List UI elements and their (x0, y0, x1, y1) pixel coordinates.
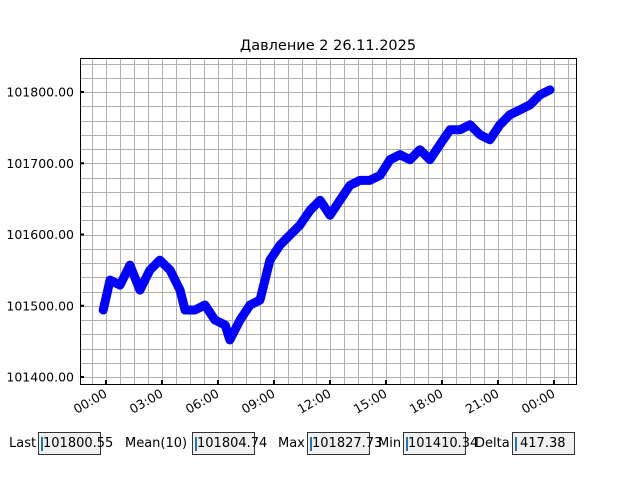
data-point (246, 301, 254, 309)
data-point (106, 276, 114, 284)
data-point (546, 86, 554, 94)
mean-value: 101804.74 (197, 436, 268, 451)
x-tick-label: 15:00 (351, 386, 390, 417)
x-tick-label: 18:00 (407, 386, 446, 417)
mean-label: Mean(10) (125, 436, 188, 451)
data-point (506, 111, 514, 119)
y-tick-label: 101600.00 (6, 227, 74, 242)
delta-field[interactable]: 417.38 (512, 432, 575, 455)
data-point (176, 286, 184, 294)
data-point (466, 121, 474, 129)
data-point (256, 296, 264, 304)
data-point (296, 221, 304, 229)
data-point (211, 316, 219, 324)
data-point (366, 176, 374, 184)
chart-title: Давление 2 26.11.2025 (240, 38, 416, 54)
text-cursor (310, 437, 312, 451)
data-point (496, 121, 504, 129)
min-label: Min (378, 436, 402, 451)
data-point (396, 151, 404, 159)
data-point (526, 101, 534, 109)
data-point (116, 281, 124, 289)
x-tick-label: 00:00 (519, 386, 558, 417)
data-point (276, 241, 284, 249)
data-point (181, 306, 189, 314)
max-label: Max (278, 436, 305, 451)
data-point (221, 321, 229, 329)
data-point (436, 141, 444, 149)
data-point (136, 286, 144, 294)
data-point (336, 196, 344, 204)
data-point (376, 171, 384, 179)
data-point (201, 301, 209, 309)
data-point (536, 91, 544, 99)
max-value: 101827.73 (312, 436, 383, 451)
last-label: Last (9, 436, 37, 451)
data-point (226, 336, 234, 344)
data-point (156, 256, 164, 264)
data-point (166, 266, 174, 274)
y-tick-label: 101400.00 (6, 370, 74, 385)
y-tick-label: 101700.00 (6, 156, 74, 171)
data-point (286, 231, 294, 239)
data-point (191, 306, 199, 314)
y-tick-label: 101500.00 (6, 298, 74, 313)
min-field[interactable]: 101410.34 (403, 432, 478, 455)
data-point (316, 196, 324, 204)
data-point (386, 156, 394, 164)
x-tick-label: 00:00 (71, 386, 110, 417)
plot-frame (80, 58, 577, 385)
data-point (236, 316, 244, 324)
data-point (416, 146, 424, 154)
data-point (99, 306, 107, 314)
data-point (406, 156, 414, 164)
y-axis: 101400.00 101500.00 101600.00 101700.00 1018… (6, 85, 84, 385)
last-value: 101800.55 (43, 436, 114, 451)
chart: Давление 2 26.11.2025 101400.00 101500.00… (6, 38, 577, 417)
x-tick-label: 21:00 (463, 386, 502, 417)
delta-value: 417.38 (520, 436, 566, 451)
delta-label: Delta (475, 436, 510, 451)
data-point (456, 126, 464, 134)
y-tick-label: 101800.00 (6, 85, 74, 100)
text-cursor (406, 437, 408, 451)
data-point (486, 136, 494, 144)
max-field[interactable]: 101827.73 (307, 432, 382, 455)
text-cursor (41, 437, 43, 451)
mean-field[interactable]: 101804.74 (192, 432, 267, 455)
data-point (356, 176, 364, 184)
x-tick-label: 12:00 (295, 386, 334, 417)
data-point (266, 256, 274, 264)
x-tick-label: 09:00 (239, 386, 278, 417)
data-point (346, 181, 354, 189)
data-point (146, 266, 154, 274)
data-point (126, 261, 134, 269)
grid (80, 58, 576, 384)
data-series (98, 85, 555, 345)
min-value: 101410.34 (408, 436, 479, 451)
text-cursor (515, 437, 517, 451)
data-point (516, 106, 524, 114)
data-point (426, 156, 434, 164)
data-point (326, 211, 334, 219)
data-point (306, 206, 314, 214)
x-tick-label: 03:00 (127, 386, 166, 417)
last-field[interactable]: 101800.55 (38, 432, 113, 455)
text-cursor (195, 437, 197, 451)
x-axis: 00:00 03:00 06:00 09:00 12:00 15:00 18:00 21:00… (71, 380, 558, 417)
data-point (446, 126, 454, 134)
data-point (476, 131, 484, 139)
x-tick-label: 06:00 (183, 386, 222, 417)
